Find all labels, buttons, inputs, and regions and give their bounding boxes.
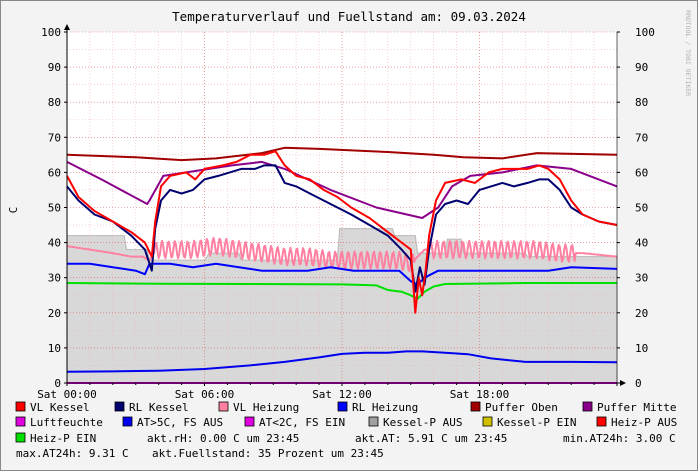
legend-swatch-at-2c-fs-ein [244, 416, 255, 427]
legend-label-kessel-p-ein: Kessel-P EIN [497, 416, 576, 429]
y-tick-label-right: 30 [635, 272, 648, 285]
akt-at-text: akt.AT: 5.91 C um 23:45 [355, 432, 507, 445]
akt-rh-text: akt.rH: 0.00 C um 23:45 [147, 432, 299, 445]
legend-label-kessel-p-aus: Kessel-P AUS [383, 416, 462, 429]
x-tick-label: Sat 06:00 [175, 388, 235, 401]
y-tick-label-right: 70 [635, 131, 648, 144]
y-tick-label: 20 [48, 307, 61, 320]
y-tick-label: 80 [48, 96, 61, 109]
legend-label-at-2c-fs-ein: AT<2C, FS EIN [259, 416, 345, 429]
y-tick-label: 40 [48, 237, 61, 250]
y-tick-label-right: 20 [635, 307, 648, 320]
legend-swatch-kessel-p-ein [482, 416, 493, 427]
legend-swatch-puffer-mitte [582, 401, 593, 412]
max-at24h-text: max.AT24h: 9.31 C [16, 447, 129, 460]
legend-swatch-heiz-p-ein [15, 432, 26, 443]
y-tick-label: 50 [48, 202, 61, 215]
series-line-vl-heizung [66, 236, 618, 273]
x-axis-arrow [620, 380, 626, 386]
legend-swatch-rl-kessel [114, 401, 125, 412]
y-tick-label: 10 [48, 342, 61, 355]
legend-swatch-vl-kessel [15, 401, 26, 412]
x-tick-label: Sat 00:00 [37, 388, 97, 401]
y-tick-label: 60 [48, 166, 61, 179]
y-tick-label-right: 0 [635, 377, 642, 390]
legend-label-luftfeuchte: Luftfeuchte [30, 416, 103, 429]
legend-label-rl-heizung: RL Heizung [352, 401, 418, 414]
legend-label-at-5c-fs-aus: AT>5C, FS AUS [137, 416, 223, 429]
legend-swatch-rl-heizung [337, 401, 348, 412]
y-tick-label: 70 [48, 131, 61, 144]
legend-label-heiz-p-aus: Heiz-P AUS [611, 416, 677, 429]
y-tick-label-right: 60 [635, 166, 648, 179]
y-tick-label-right: 10 [635, 342, 648, 355]
legend-label-puffer-oben: Puffer Oben [485, 401, 558, 414]
legend-swatch-puffer-oben [470, 401, 481, 412]
legend-label-heiz-p-ein: Heiz-P EIN [30, 432, 96, 445]
legend-label-vl-heizung: VL Heizung [233, 401, 299, 414]
legend-label-vl-kessel: VL Kessel [30, 401, 90, 414]
y-tick-label: 0 [54, 377, 61, 390]
legend-swatch-heiz-p-aus [596, 416, 607, 427]
series-line-rl-kessel [66, 164, 618, 293]
legend: VL Kessel RL Kessel VL Heizung RL Heizung Pu… [15, 401, 677, 445]
legend-swatch-luftfeuchte [15, 416, 26, 427]
series-line-vl-kessel [66, 150, 618, 314]
series-line-at-5c-fs-aus [66, 350, 618, 373]
y-tick-label-right: 90 [635, 61, 648, 74]
legend-swatch-at-5c-fs-aus [122, 416, 133, 427]
akt-fuellstand-text: akt.Fuellstand: 35 Prozent um 23:45 [152, 447, 384, 460]
x-tick-label: Sat 12:00 [312, 388, 372, 401]
y-tick-label-right: 100 [635, 26, 655, 39]
y-tick-label-right: 80 [635, 96, 648, 109]
series-line-heiz-p-ein [66, 282, 617, 300]
y-axis-label: C [7, 207, 20, 214]
plot-area: 0 0 10 10 20 20 30 30 40 40 50 50 60 60 70 70 80 80 90 90 10… [37, 24, 655, 401]
min-at24h-text: min.AT24h: 3.00 C [563, 432, 676, 445]
x-tick-label: Sat 18:00 [450, 388, 510, 401]
series-line-puffer-oben [66, 146, 618, 162]
chart-title: Temperaturverlauf und Fuellstand am: 09.… [172, 9, 526, 24]
y-tick-label-right: 40 [635, 237, 648, 250]
rrdtool-watermark: RRDTOOL / TOBI OETIKER [684, 10, 692, 96]
y-axis-arrow [64, 24, 70, 30]
y-tick-label: 90 [48, 61, 61, 74]
y-tick-label: 100 [41, 26, 61, 39]
legend-swatch-kessel-p-aus [368, 416, 379, 427]
legend-label-puffer-mitte: Puffer Mitte [597, 401, 676, 414]
y-tick-label: 30 [48, 272, 61, 285]
status-lines: akt.rH: 0.00 C um 23:45 akt.AT: 5.91 C u… [16, 432, 676, 460]
legend-label-rl-kessel: RL Kessel [129, 401, 189, 414]
legend-swatch-vl-heizung [218, 401, 229, 412]
y-tick-label-right: 50 [635, 202, 648, 215]
series-line-rl-heizung [67, 262, 618, 286]
